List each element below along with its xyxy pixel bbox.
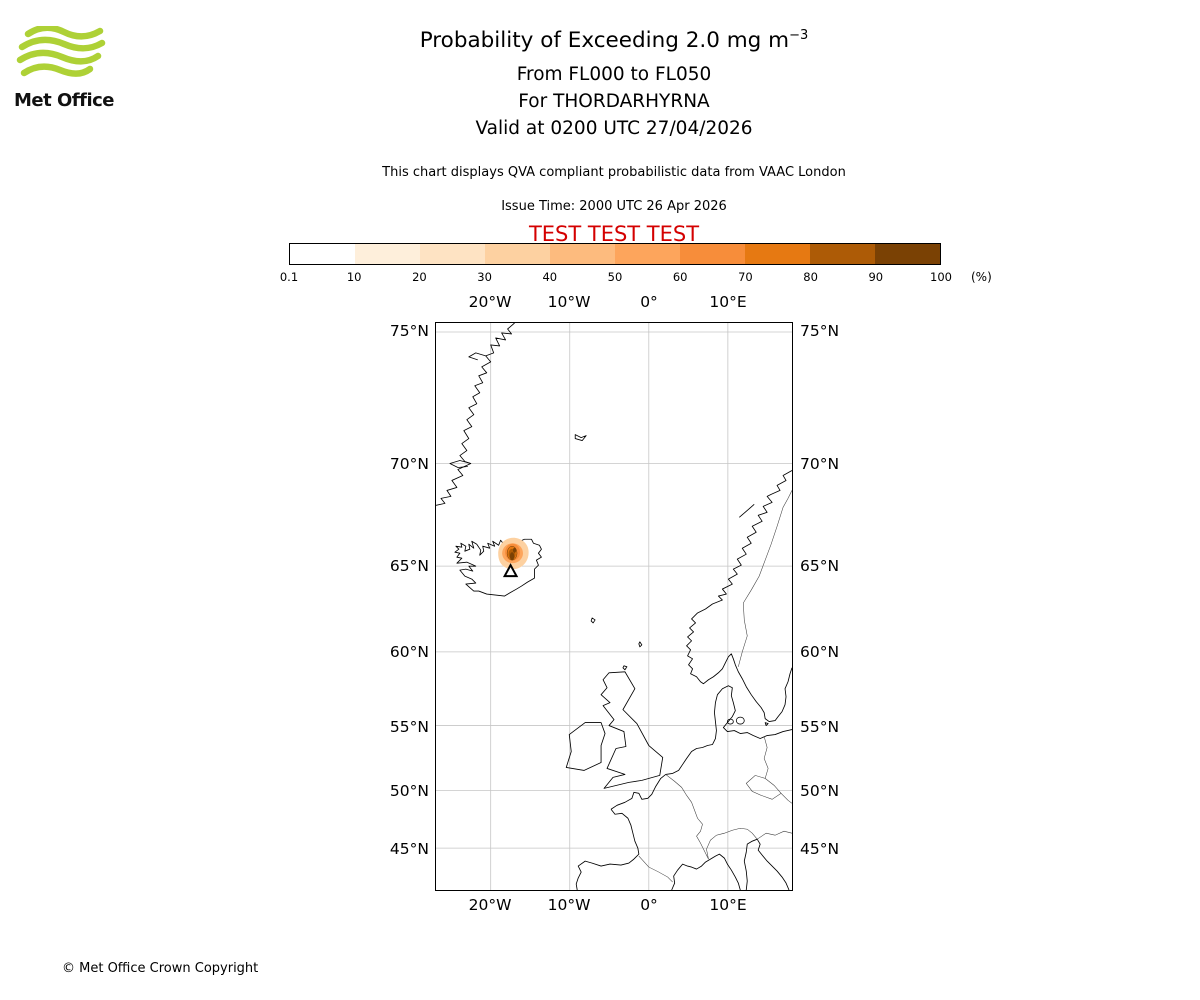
bornholm-island <box>764 722 769 727</box>
colorbar-cell <box>290 244 355 264</box>
colorbar-cells <box>290 244 940 264</box>
colorbar-tick-label: 60 <box>672 270 688 284</box>
lat-label-45n-left: 45°N <box>389 840 429 858</box>
flight-level-range: From FL000 to FL050 <box>516 64 712 86</box>
copyright-notice: © Met Office Crown Copyright <box>62 961 259 976</box>
met-office-logo-text: Met Office <box>14 90 115 111</box>
volcano-name-line: For THORDARHYRNA <box>518 91 710 113</box>
map-panel <box>435 322 793 891</box>
ash-contour-90b <box>512 547 517 553</box>
lat-label-55n-right: 55°N <box>800 718 840 736</box>
orkney-islands <box>622 665 628 671</box>
oder-border <box>763 736 769 779</box>
colorbar-tick-label: 50 <box>607 270 623 284</box>
chart-title-text: Probability of Exceeding 2.0 mg m <box>419 28 790 54</box>
country-borders <box>638 490 792 883</box>
qva-description: This chart displays QVA compliant probab… <box>382 165 846 181</box>
chart-title-exponent: −3 <box>789 28 809 43</box>
colorbar-tick-label: 30 <box>477 270 492 284</box>
lat-label-50n-left: 50°N <box>389 782 429 800</box>
faroe-islands <box>590 617 596 624</box>
lat-label-75n-right: 75°N <box>800 322 840 340</box>
colorbar-tick-label: 80 <box>803 270 818 284</box>
issue-time: Issue Time: 2000 UTC 26 Apr 2026 <box>501 199 727 215</box>
lon-label-10e-top: 10°E <box>709 293 747 311</box>
colorbar-tick-label: 100 <box>930 270 952 284</box>
colorbar-cell <box>680 244 745 264</box>
slovenia-border <box>757 830 792 840</box>
chart-header: Probability of Exceeding 2.0 mg m−3 From… <box>164 0 1064 246</box>
lofoten-islands <box>739 504 755 518</box>
lon-label-10w-bottom: 10°W <box>547 896 591 914</box>
biscay-iberia-coast <box>575 809 640 890</box>
jan-mayen-island <box>574 434 587 442</box>
lat-label-60n-left: 60°N <box>389 643 429 661</box>
colorbar-ticks: 0.1 10 20 30 40 50 60 70 80 90 100 <box>280 270 989 286</box>
colorbar-cell <box>810 244 875 264</box>
colorbar-tick-label: 20 <box>412 270 427 284</box>
great-britain-coast <box>600 671 664 789</box>
lat-label-75n-left: 75°N <box>389 322 429 340</box>
ash-probability-contours <box>498 537 529 570</box>
lon-label-20w-top: 20°W <box>468 293 512 311</box>
colorbar-cell <box>615 244 680 264</box>
ireland-coast <box>565 722 606 771</box>
colorbar-tick-label: 70 <box>738 270 753 284</box>
lat-label-55n-left: 55°N <box>389 718 429 736</box>
chart-title: Probability of Exceeding 2.0 mg m−3 <box>164 28 1064 53</box>
greenland-fjord <box>449 460 471 468</box>
colorbar-cell <box>745 244 810 264</box>
lon-label-0-bottom: 0° <box>640 896 658 914</box>
colorbar-cell <box>420 244 485 264</box>
lat-label-70n-left: 70°N <box>389 455 429 473</box>
alps-border <box>706 827 758 860</box>
lon-label-0-top: 0° <box>640 293 658 311</box>
colorbar <box>289 243 941 265</box>
pyrenees-border <box>638 855 673 883</box>
shetland-islands <box>638 641 643 648</box>
colorbar-tick-label: 40 <box>542 270 558 284</box>
continental-europe-coast <box>610 685 792 810</box>
met-office-logo: Met Office <box>14 24 124 111</box>
norway-sweden-border <box>738 490 792 667</box>
met-office-waves-icon <box>16 24 106 77</box>
lon-label-10e-bottom: 10°E <box>709 896 747 914</box>
graticule <box>436 323 792 890</box>
austria-hungary-border <box>780 793 792 804</box>
funen-island <box>726 718 734 725</box>
volcano-marker-icon <box>502 563 519 578</box>
lat-label-65n-left: 65°N <box>389 557 429 575</box>
greenland-fjord-north <box>468 352 486 361</box>
lat-label-70n-right: 70°N <box>800 455 840 473</box>
colorbar-cell <box>875 244 940 264</box>
valid-time-line: Valid at 0200 UTC 27/04/2026 <box>475 118 753 140</box>
colorbar-cell <box>485 244 550 264</box>
coastlines <box>436 323 792 890</box>
ash-contour-90 <box>509 552 515 561</box>
map-canvas <box>436 323 792 890</box>
zealand-island <box>735 716 745 725</box>
test-banner: TEST TEST TEST <box>528 222 700 247</box>
lon-label-20w-bottom: 20°W <box>468 896 512 914</box>
lat-label-65n-right: 65°N <box>800 557 840 575</box>
lat-label-60n-right: 60°N <box>800 643 840 661</box>
lat-label-50n-right: 50°N <box>800 782 840 800</box>
lat-label-45n-right: 45°N <box>800 840 840 858</box>
mediterranean-coast <box>671 853 741 890</box>
norway-sweden-coast <box>686 470 792 723</box>
iceland-coast <box>454 538 542 597</box>
logo-waves-group <box>16 24 106 77</box>
czech-border <box>745 775 782 800</box>
greenland-coast <box>436 323 515 506</box>
colorbar-cell <box>550 244 615 264</box>
france-germany-border <box>665 774 709 860</box>
colorbar-unit-label: (%) <box>971 270 992 284</box>
colorbar-tick-label: 90 <box>868 270 884 284</box>
colorbar-cell <box>355 244 420 264</box>
adriatic-coast <box>743 838 790 890</box>
colorbar-tick-label: 10 <box>346 270 362 284</box>
colorbar-tick-label: 0.1 <box>279 270 299 284</box>
lon-label-10w-top: 10°W <box>547 293 591 311</box>
